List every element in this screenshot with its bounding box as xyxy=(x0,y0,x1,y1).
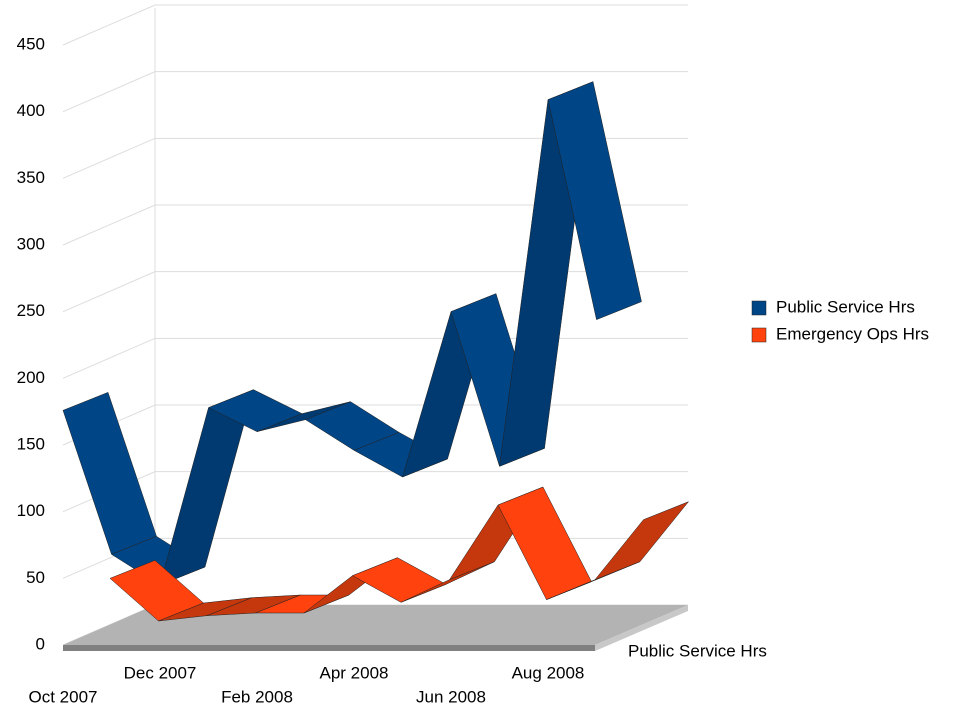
ribbon-segment xyxy=(547,81,642,321)
floor-edge xyxy=(63,645,595,651)
grid-line xyxy=(62,337,688,379)
grid-line xyxy=(62,4,688,46)
legend-swatch xyxy=(751,300,767,316)
y-tick-label: 150 xyxy=(17,434,45,453)
y-tick-label: 400 xyxy=(17,101,45,120)
x-tick-label: Feb 2008 xyxy=(221,687,293,706)
y-tick-label: 200 xyxy=(17,368,45,387)
legend-swatch xyxy=(751,327,767,343)
floor-side xyxy=(595,605,688,651)
ribbon-segment xyxy=(497,486,592,600)
x-tick-label: Oct 2007 xyxy=(29,687,98,706)
x-tick-label: Jun 2008 xyxy=(416,687,486,706)
grid-line xyxy=(62,471,688,513)
y-tick-label: 50 xyxy=(26,568,45,587)
ribbon-segment xyxy=(351,557,447,603)
y-tick-label: 450 xyxy=(17,34,45,53)
y-tick-label: 0 xyxy=(36,634,45,653)
ribbon-segment xyxy=(594,501,690,581)
legend-label: Public Service Hrs xyxy=(776,297,915,316)
y-tick-label: 300 xyxy=(17,234,45,253)
x-tick-label: Dec 2007 xyxy=(124,663,197,682)
ribbon-segment xyxy=(62,392,157,555)
x-tick-label: Apr 2008 xyxy=(320,663,389,682)
y-tick-label: 250 xyxy=(17,301,45,320)
series-axis-label: Public Service Hrs xyxy=(628,641,767,660)
y-tick-label: 100 xyxy=(17,501,45,520)
legend-label: Emergency Ops Hrs xyxy=(776,324,929,343)
x-tick-label: Aug 2008 xyxy=(512,663,585,682)
y-tick-label: 350 xyxy=(17,168,45,187)
plot xyxy=(62,81,690,622)
